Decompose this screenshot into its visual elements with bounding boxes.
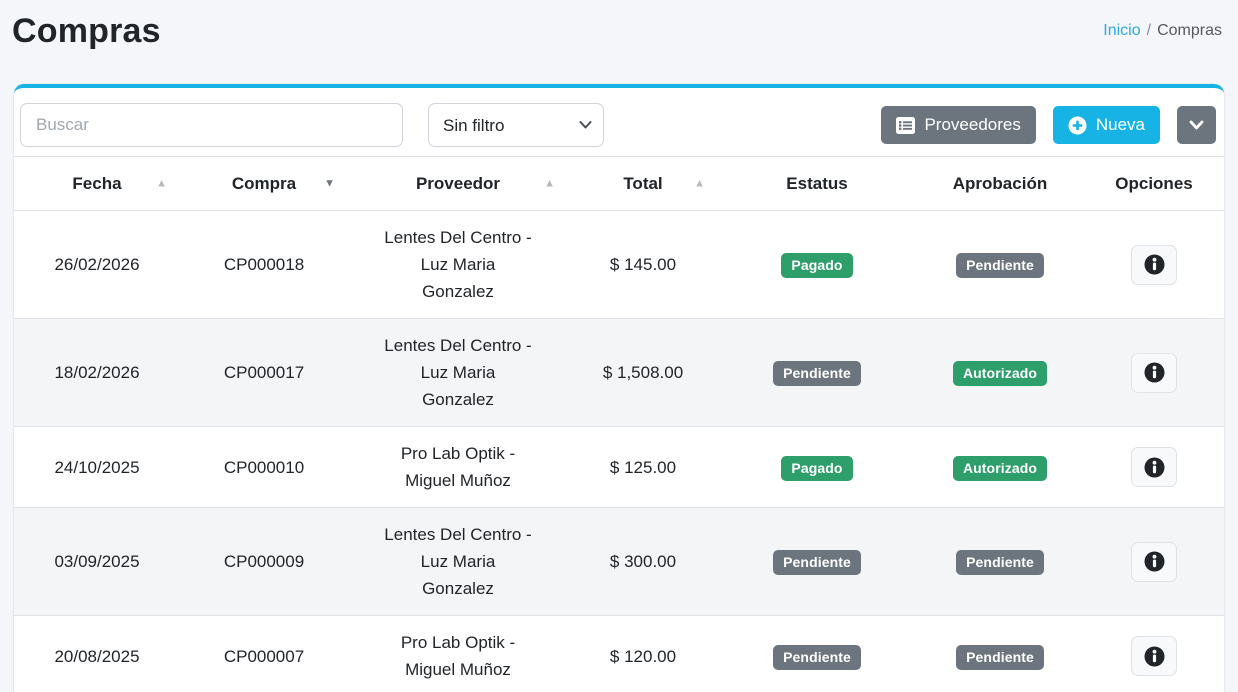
cell-compra: CP000009	[180, 507, 348, 616]
cell-opciones	[1084, 615, 1224, 692]
more-actions-button[interactable]	[1177, 106, 1216, 144]
sort-asc-icon[interactable]: ▲	[694, 176, 705, 189]
info-circle-icon	[1144, 646, 1164, 666]
table-header-row: Fecha ▲ Compra ▼ Proveedor ▲ Total ▲ Est…	[14, 156, 1224, 211]
cell-opciones	[1084, 426, 1224, 508]
sort-asc-icon[interactable]: ▲	[156, 176, 167, 189]
cell-fecha: 03/09/2025	[14, 507, 180, 616]
cell-total: $ 145.00	[568, 210, 718, 319]
status-badge: Pendiente	[773, 644, 861, 670]
cell-total: $ 300.00	[568, 507, 718, 616]
toolbar: Sin filtro Proveedores	[14, 88, 1224, 147]
chevron-down-icon	[1189, 120, 1204, 130]
proveedores-button[interactable]: Proveedores	[881, 106, 1036, 144]
compras-card: Sin filtro Proveedores	[14, 84, 1224, 692]
filter-select-wrap: Sin filtro	[428, 103, 604, 147]
info-circle-icon	[1144, 551, 1164, 572]
cell-compra: CP000018	[180, 210, 348, 319]
breadcrumb-home-link[interactable]: Inicio	[1103, 22, 1141, 39]
cell-estatus: Pagado	[718, 210, 916, 319]
cell-total: $ 125.00	[568, 426, 718, 508]
header-estatus: Estatus	[718, 156, 916, 211]
cell-aprobacion: Pendiente	[916, 507, 1084, 616]
cell-compra: CP000007	[180, 615, 348, 692]
status-badge: Pendiente	[773, 361, 861, 386]
cell-aprobacion: Pendiente	[916, 615, 1084, 692]
approval-badge: Pendiente	[956, 644, 1044, 670]
cell-compra: CP000017	[180, 318, 348, 427]
cell-fecha: 18/02/2026	[14, 318, 180, 427]
approval-badge: Autorizado	[952, 455, 1048, 481]
info-circle-icon	[1144, 362, 1164, 383]
status-badge: Pagado	[781, 253, 853, 278]
cell-proveedor: Pro Lab Optik - Miguel Muñoz	[348, 615, 568, 692]
header-aprobacion: Aprobación	[916, 156, 1084, 211]
header-compra[interactable]: Compra ▼	[180, 156, 348, 211]
header-fecha[interactable]: Fecha ▲	[14, 156, 180, 211]
cell-total: $ 1,508.00	[568, 318, 718, 427]
compras-table: Fecha ▲ Compra ▼ Proveedor ▲ Total ▲ Est…	[14, 156, 1224, 692]
plus-circle-icon	[1068, 116, 1087, 134]
page-title: Compras	[12, 12, 161, 50]
cell-proveedor: Pro Lab Optik - Miguel Muñoz	[348, 426, 568, 508]
cell-fecha: 24/10/2025	[14, 426, 180, 508]
nueva-button-label: Nueva	[1095, 115, 1145, 134]
cell-fecha: 20/08/2025	[14, 615, 180, 692]
cell-estatus: Pendiente	[718, 615, 916, 692]
cell-opciones	[1084, 210, 1224, 319]
status-badge: Pagado	[781, 455, 853, 481]
table-row: 20/08/2025 CP000007 Pro Lab Optik - Migu…	[14, 615, 1224, 692]
cell-estatus: Pendiente	[718, 318, 916, 427]
cell-compra: CP000010	[180, 426, 348, 508]
header-proveedor[interactable]: Proveedor ▲	[348, 156, 568, 211]
cell-proveedor: Lentes Del Centro - Luz Maria Gonzalez	[348, 210, 568, 319]
cell-estatus: Pagado	[718, 426, 916, 508]
table-row: 03/09/2025 CP000009 Lentes Del Centro - …	[14, 507, 1224, 616]
sort-asc-icon[interactable]: ▲	[544, 176, 555, 189]
cell-aprobacion: Autorizado	[916, 426, 1084, 508]
row-info-button[interactable]	[1131, 244, 1177, 285]
row-info-button[interactable]	[1131, 447, 1177, 487]
approval-badge: Autorizado	[952, 361, 1048, 386]
header-opciones: Opciones	[1084, 156, 1224, 211]
cell-opciones	[1084, 318, 1224, 427]
list-icon	[896, 116, 916, 134]
breadcrumb-current: Compras	[1157, 22, 1222, 39]
filter-select[interactable]: Sin filtro	[428, 103, 604, 147]
toolbar-buttons: Proveedores Nueva	[881, 106, 1216, 144]
header-total[interactable]: Total ▲	[568, 156, 718, 211]
cell-total: $ 120.00	[568, 615, 718, 692]
approval-badge: Pendiente	[956, 550, 1044, 575]
sort-desc-icon[interactable]: ▼	[324, 176, 335, 189]
table-row: 18/02/2026 CP000017 Lentes Del Centro - …	[14, 318, 1224, 427]
cell-proveedor: Lentes Del Centro - Luz Maria Gonzalez	[348, 507, 568, 616]
table-row: 24/10/2025 CP000010 Pro Lab Optik - Migu…	[14, 426, 1224, 508]
row-info-button[interactable]	[1131, 352, 1177, 393]
info-circle-icon	[1144, 457, 1164, 477]
approval-badge: Pendiente	[956, 253, 1044, 278]
info-circle-icon	[1144, 254, 1164, 275]
cell-estatus: Pendiente	[718, 507, 916, 616]
cell-aprobacion: Pendiente	[916, 210, 1084, 319]
cell-proveedor: Lentes Del Centro - Luz Maria Gonzalez	[348, 318, 568, 427]
search-input[interactable]	[20, 103, 403, 147]
table-row: 26/02/2026 CP000018 Lentes Del Centro - …	[14, 210, 1224, 319]
cell-aprobacion: Autorizado	[916, 318, 1084, 427]
cell-opciones	[1084, 507, 1224, 616]
cell-fecha: 26/02/2026	[14, 210, 180, 319]
row-info-button[interactable]	[1131, 541, 1177, 582]
nueva-button[interactable]: Nueva	[1052, 106, 1160, 144]
page-header: Compras Inicio / Compras	[0, 0, 1238, 84]
status-badge: Pendiente	[773, 550, 861, 575]
breadcrumb: Inicio / Compras	[1103, 8, 1222, 40]
row-info-button[interactable]	[1131, 636, 1177, 676]
breadcrumb-separator: /	[1146, 22, 1152, 39]
proveedores-button-label: Proveedores	[924, 115, 1021, 134]
